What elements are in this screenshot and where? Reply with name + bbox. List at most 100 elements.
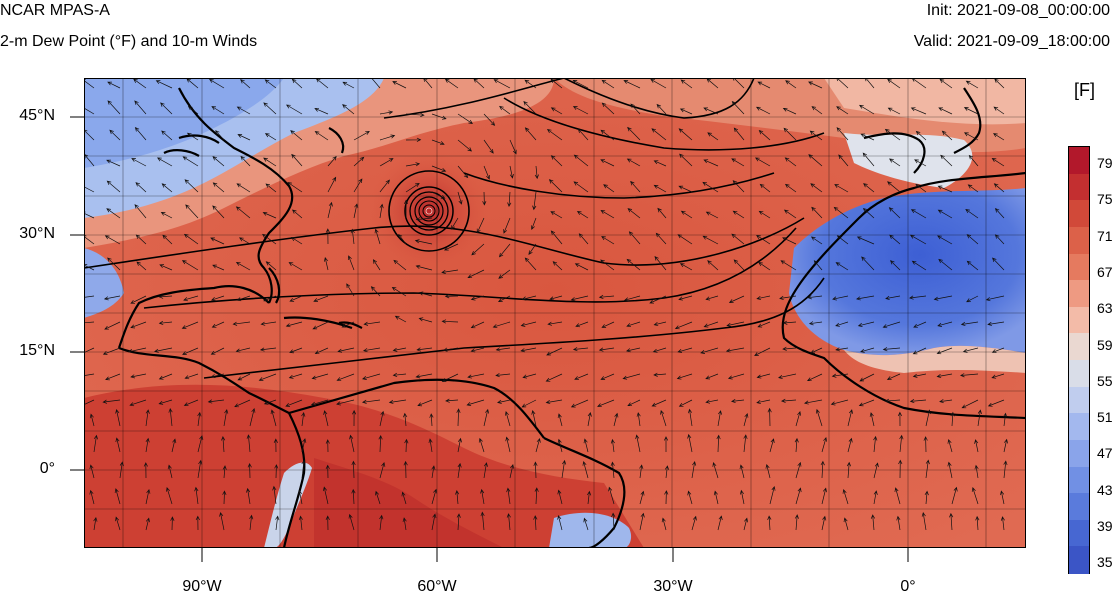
wind-arrow bbox=[483, 113, 496, 126]
wind-arrow bbox=[925, 409, 931, 427]
wind-arrow bbox=[912, 373, 927, 378]
wind-arrow bbox=[273, 438, 278, 453]
wind-arrow bbox=[925, 459, 930, 479]
wind-arrow bbox=[678, 399, 693, 407]
wind-arrow bbox=[480, 511, 485, 531]
wind-arrow bbox=[392, 347, 407, 352]
wind-arrow bbox=[291, 237, 303, 245]
wind-arrow bbox=[431, 488, 438, 505]
coastlines bbox=[117, 87, 1026, 548]
wind-arrow bbox=[467, 373, 485, 379]
wind-arrow bbox=[578, 233, 589, 245]
wind-arrow bbox=[757, 321, 771, 328]
wind-arrow bbox=[780, 398, 797, 403]
wind-arrow bbox=[103, 295, 121, 301]
wind-arrow bbox=[655, 232, 667, 245]
wind-arrow bbox=[457, 113, 473, 125]
wind-arrow bbox=[184, 373, 199, 380]
wind-arrow bbox=[322, 486, 329, 505]
wind-arrow bbox=[291, 153, 303, 167]
wind-arrow bbox=[506, 513, 511, 531]
wind-arrow bbox=[405, 182, 420, 193]
dewpoint-field-brazil-dry bbox=[549, 512, 632, 548]
wind-arrow bbox=[636, 412, 641, 427]
wind-arrow bbox=[756, 295, 771, 301]
wind-arrow bbox=[810, 183, 823, 193]
wind-arrow bbox=[550, 107, 563, 115]
dewpoint-field-andes bbox=[264, 462, 312, 548]
wind-arrow bbox=[162, 234, 173, 245]
wind-arrow bbox=[821, 437, 828, 453]
pressure-contours bbox=[84, 78, 825, 379]
wind-arrow bbox=[674, 321, 693, 330]
wind-arrow bbox=[109, 129, 121, 141]
wind-arrow bbox=[467, 269, 485, 279]
wind-arrow bbox=[679, 153, 693, 167]
wind-arrow bbox=[570, 295, 589, 302]
wind-arrow bbox=[947, 439, 953, 453]
wind-arrow bbox=[923, 436, 928, 453]
wind-arrow bbox=[286, 104, 303, 115]
lon-label-90w: 90°W bbox=[182, 578, 222, 595]
wind-arrow bbox=[181, 260, 199, 271]
wind-arrow bbox=[993, 133, 1005, 141]
wind-arrow bbox=[652, 347, 667, 353]
colorbar-segment bbox=[1069, 333, 1089, 361]
wind-arrow bbox=[909, 295, 927, 300]
wind-arrow bbox=[530, 217, 537, 231]
wind-arrow bbox=[962, 347, 979, 353]
wind-arrow bbox=[783, 209, 797, 219]
wind-arrow bbox=[862, 152, 875, 167]
wind-arrow bbox=[403, 460, 408, 479]
wind-arrow bbox=[441, 269, 459, 275]
wind-arrow bbox=[884, 398, 901, 403]
wind-arrow bbox=[947, 461, 953, 479]
wind-arrow bbox=[965, 209, 979, 219]
colorbar-segment bbox=[1069, 439, 1089, 468]
wind-arrow bbox=[550, 230, 563, 245]
wind-arrow bbox=[348, 513, 355, 531]
wind-arrow bbox=[705, 211, 719, 219]
wind-arrow bbox=[136, 261, 147, 271]
wind-arrow bbox=[104, 235, 121, 245]
wind-arrow bbox=[726, 321, 745, 327]
wind-arrow bbox=[262, 233, 277, 245]
wind-arrow bbox=[457, 462, 462, 479]
wind-arrow bbox=[133, 78, 147, 89]
wind-arrow bbox=[457, 191, 463, 205]
wind-arrow bbox=[732, 210, 745, 219]
wind-arrow bbox=[993, 106, 1005, 115]
wind-arrow bbox=[862, 207, 875, 219]
wind-arrow bbox=[431, 465, 436, 479]
colorbar-segment bbox=[1069, 200, 1089, 228]
wind-arrow bbox=[795, 487, 802, 505]
wind-arrow bbox=[431, 113, 447, 120]
lat-label-0: 0° bbox=[39, 460, 55, 477]
colorbar-units: [F] bbox=[1074, 80, 1095, 100]
wind-arrow bbox=[274, 464, 279, 479]
wind-arrow bbox=[794, 514, 799, 531]
wind-arrow bbox=[379, 203, 384, 219]
hurricane-rings bbox=[388, 170, 470, 252]
wind-arrow bbox=[550, 155, 563, 167]
wind-arrow bbox=[405, 112, 425, 118]
wind-arrow bbox=[601, 321, 615, 328]
wind-arrow bbox=[129, 399, 147, 407]
wind-arrow bbox=[240, 155, 251, 167]
colorbar-segment bbox=[1069, 493, 1089, 521]
wind-arrow bbox=[401, 491, 407, 505]
wind-arrow bbox=[858, 104, 875, 115]
wind-arrow bbox=[158, 399, 173, 405]
wind-arrow bbox=[626, 258, 641, 271]
wind-arrow bbox=[778, 373, 797, 380]
colorbar-segment bbox=[1069, 546, 1089, 574]
wind-arrow bbox=[135, 182, 147, 193]
wind-arrow bbox=[93, 434, 99, 453]
wind-arrow bbox=[756, 399, 771, 405]
wind-arrow bbox=[836, 235, 849, 245]
wind-arrow bbox=[661, 517, 667, 531]
wind-arrow bbox=[600, 159, 615, 167]
wind-arrow bbox=[653, 160, 667, 167]
wind-arrow bbox=[154, 347, 173, 353]
wind-arrow bbox=[915, 183, 927, 193]
